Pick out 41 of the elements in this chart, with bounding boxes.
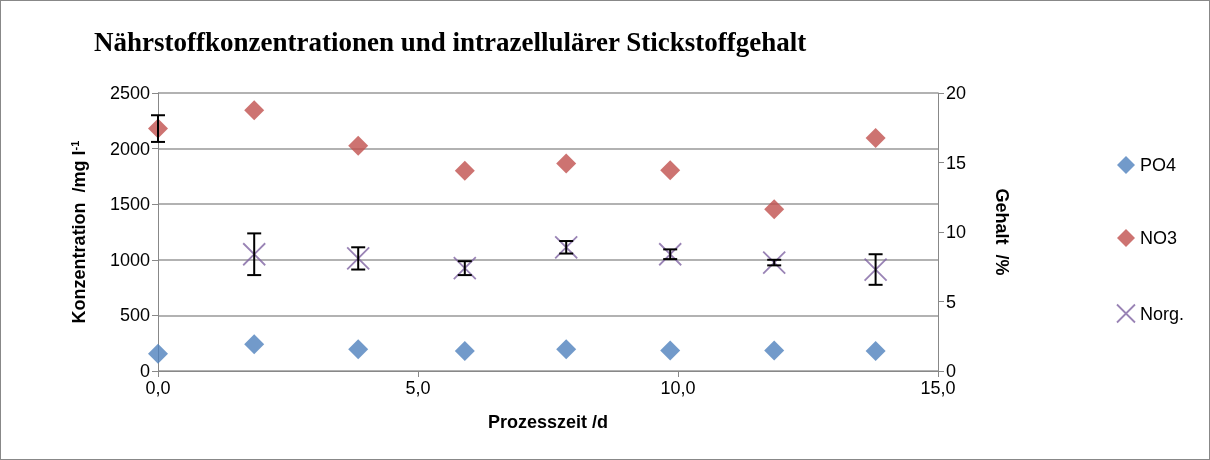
- y2-tick-label: 10: [946, 222, 967, 242]
- legend-label: PO4: [1139, 155, 1177, 175]
- point: [454, 160, 475, 181]
- y2-axis-title: Gehalt /%: [992, 188, 1012, 276]
- point: [556, 153, 577, 174]
- point: [865, 340, 886, 361]
- point: [348, 135, 369, 156]
- y2-tick-label: 0: [946, 361, 957, 381]
- point: [556, 339, 577, 360]
- point: [454, 340, 475, 361]
- point: [554, 235, 579, 260]
- x-tick-label: 15,0: [920, 378, 956, 398]
- chart-title: Nährstoffkonzentrationen und intrazellulärer Stickstoffgehalt: [94, 26, 807, 57]
- y-tick-label: 500: [119, 305, 150, 326]
- point: [148, 343, 168, 364]
- point: [242, 242, 267, 267]
- y2-tick-label: 20: [946, 83, 967, 103]
- y-axis-title: Konzentration /mg l-1: [68, 140, 89, 324]
- y2-tick-label: 5: [946, 291, 957, 312]
- legend-label: NO3: [1139, 228, 1177, 248]
- y-tick-label: 2500: [109, 83, 150, 103]
- y-tick-label: 1500: [109, 194, 150, 215]
- x-tick-label: 10,0: [660, 378, 696, 398]
- point: [244, 334, 265, 355]
- point: [764, 199, 785, 220]
- y-tick-label: 0: [139, 361, 150, 381]
- point: [865, 128, 886, 149]
- point: [660, 160, 681, 181]
- point: [348, 339, 369, 360]
- point: [658, 242, 683, 267]
- y-tick-label: 1000: [109, 249, 150, 270]
- y2-tick-label: 15: [946, 152, 967, 173]
- x-tick-label: 5,0: [405, 378, 431, 398]
- y-tick-label: 2000: [109, 138, 150, 159]
- legend-label: Norg.: [1139, 303, 1184, 324]
- x-axis-title: Prozesszeit /d: [487, 412, 609, 432]
- point: [764, 340, 785, 361]
- point: [762, 250, 787, 275]
- x-tick-label: 0,0: [145, 378, 171, 398]
- point: [244, 100, 265, 121]
- point: [660, 340, 681, 361]
